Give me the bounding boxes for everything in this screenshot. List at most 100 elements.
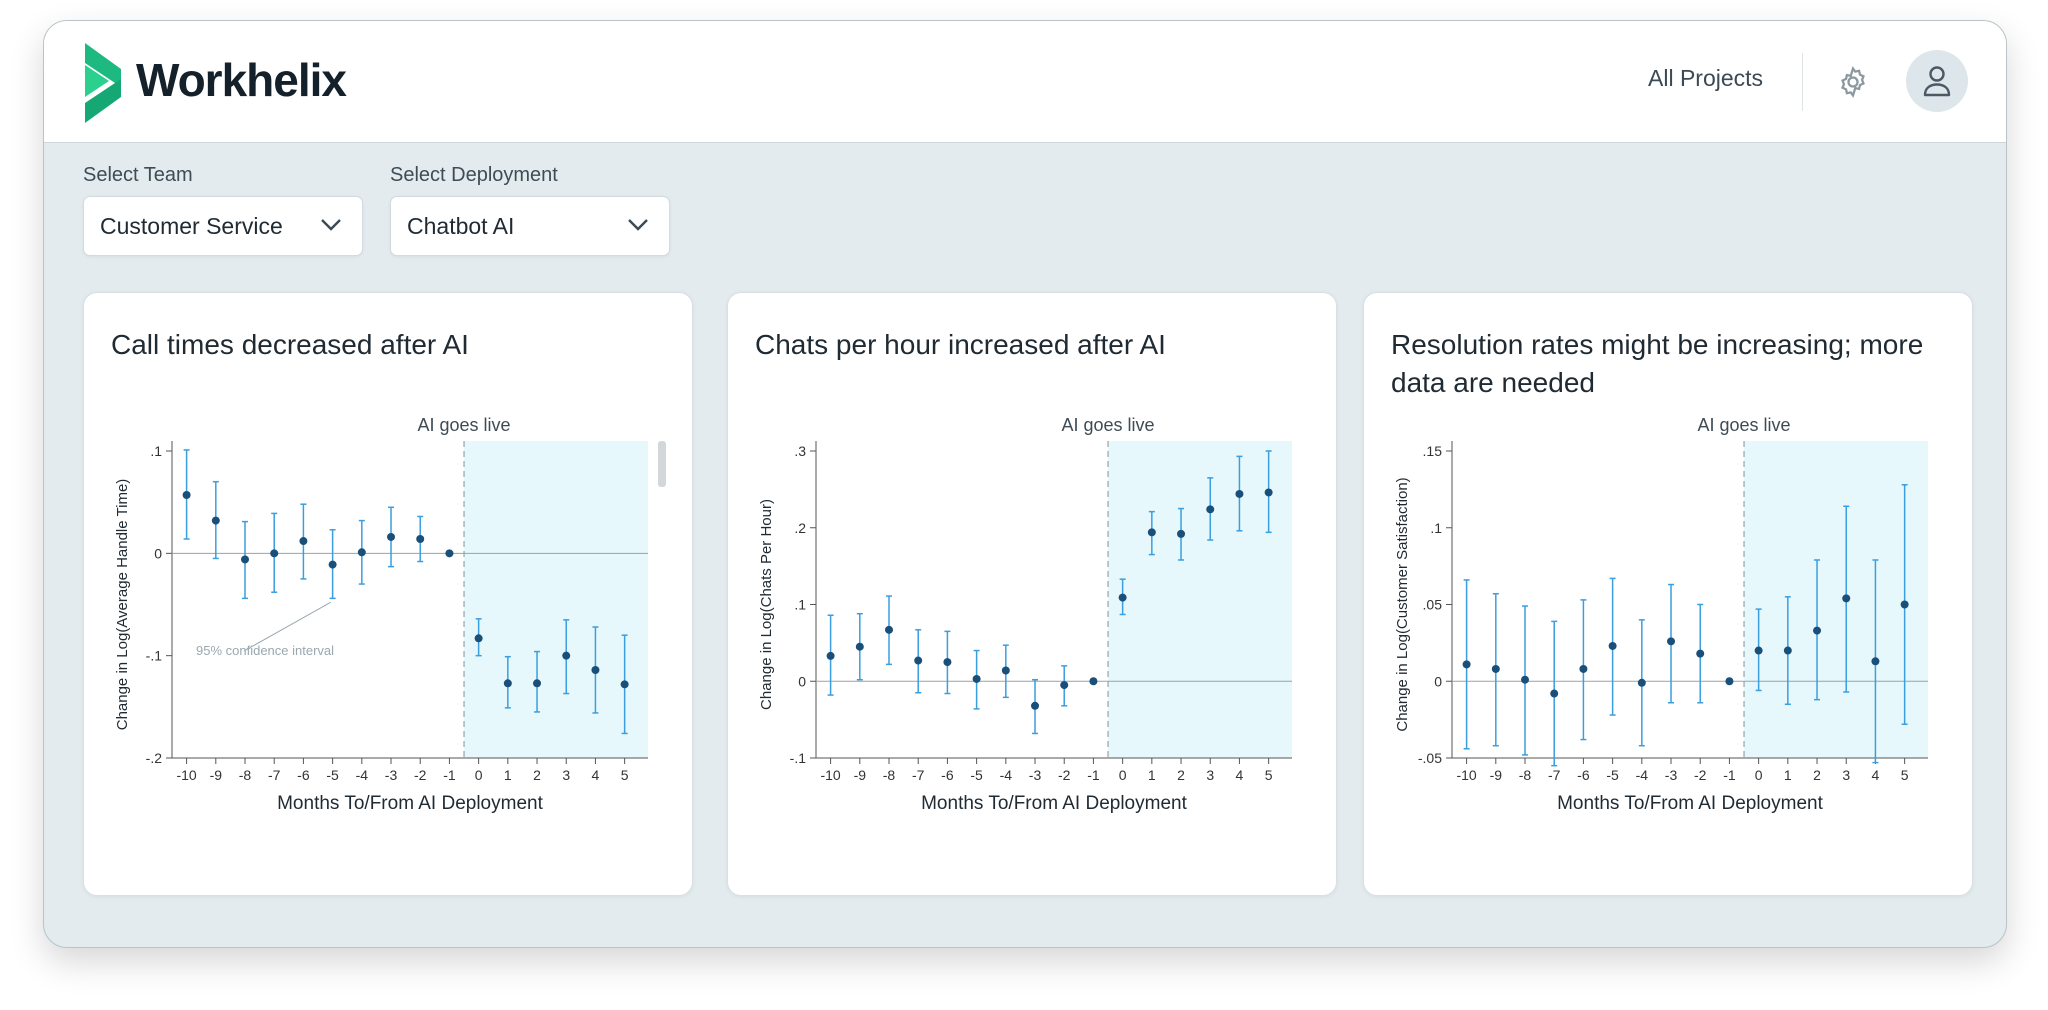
x-tick-label: 4: [592, 767, 600, 783]
data-point: [445, 549, 454, 558]
data-point: [1089, 677, 1098, 686]
post-deployment-shade: [464, 441, 648, 758]
data-point: [855, 642, 864, 651]
data-point: [416, 535, 425, 544]
x-axis-title: Months To/From AI Deployment: [277, 793, 543, 814]
x-tick-label: -7: [268, 767, 281, 783]
y-tick-label: 0: [798, 673, 806, 689]
all-projects-link[interactable]: All Projects: [1648, 65, 1764, 91]
x-tick-label: -8: [239, 767, 252, 783]
data-point: [1491, 664, 1500, 673]
x-tick-label: -1: [1087, 767, 1100, 783]
card-title: Resolution rates might be increasing; mo…: [1391, 329, 1924, 398]
chart-chats-per-hour: AI goes live.3.2.10-.1-10 -9 -8 -7 -6 -5 -4 -3-…: [758, 415, 1292, 814]
x-tick-label: 0: [475, 767, 483, 783]
data-point: [1637, 678, 1646, 687]
data-point: [972, 674, 981, 683]
data-point: [914, 656, 923, 665]
x-tick-label: -8: [1519, 767, 1532, 783]
data-point: [1521, 675, 1530, 684]
x-tick-label: 2: [1813, 767, 1821, 783]
x-tick-label: -2: [1058, 767, 1071, 783]
data-point: [1206, 505, 1215, 514]
data-point: [503, 679, 512, 688]
event-label: AI goes live: [1697, 415, 1790, 435]
data-point: [1462, 660, 1471, 669]
annotation-pointer: [243, 601, 331, 652]
deployment-select-label: Select Deployment: [390, 164, 558, 186]
data-point: [1900, 600, 1909, 609]
x-tick-label: -2: [1694, 767, 1707, 783]
y-tick-label: .05: [1423, 597, 1443, 613]
user-avatar-button[interactable]: [1906, 50, 1968, 112]
x-tick-label: 3: [562, 767, 570, 783]
data-point: [1871, 657, 1880, 666]
data-point: [1667, 637, 1676, 646]
data-point: [562, 651, 571, 660]
x-tick-label: -10: [176, 767, 196, 783]
y-tick-label: -.1: [790, 750, 807, 766]
x-tick-label: -3: [1029, 767, 1042, 783]
x-tick-label: -2: [414, 767, 427, 783]
x-tick-label: 1: [504, 767, 512, 783]
brand-name[interactable]: Workhelix: [136, 54, 347, 106]
team-select-label: Select Team: [83, 164, 193, 186]
x-tick-label: -5: [1606, 767, 1619, 783]
header: Workhelix All Projects: [44, 21, 2006, 143]
deployment-select[interactable]: Chatbot AI: [390, 196, 670, 256]
y-tick-label: .2: [794, 520, 806, 536]
x-tick-label: 2: [1177, 767, 1185, 783]
x-tick-label: -9: [210, 767, 223, 783]
data-point: [241, 555, 250, 564]
x-tick-label: 4: [1872, 767, 1880, 783]
card-title: Chats per hour increased after AI: [755, 329, 1166, 360]
workhelix-logo-icon: [85, 43, 121, 123]
data-point: [1147, 528, 1156, 537]
data-point: [211, 516, 220, 525]
data-point: [1001, 666, 1010, 675]
y-tick-label: -.1: [146, 648, 163, 664]
data-point: [1579, 664, 1588, 673]
x-tick-label: -5: [326, 767, 339, 783]
data-point: [1696, 649, 1705, 658]
data-point: [885, 625, 894, 634]
x-tick-label: 0: [1119, 767, 1127, 783]
x-tick-label: -7: [1548, 767, 1561, 783]
x-axis-title: Months To/From AI Deployment: [921, 793, 1187, 814]
x-tick-label: -3: [385, 767, 398, 783]
post-deployment-shade: [1744, 441, 1928, 758]
header-divider: [1802, 53, 1803, 111]
data-point: [1754, 646, 1763, 655]
gear-icon[interactable]: [1836, 65, 1870, 99]
chart-card-resolution-rates: Resolution rates might be increasing; mo…: [1363, 292, 1973, 896]
chart-resolution-rates: AI goes live.15.1.050-.05-10 -9 -8 -7 -6 -5 -4…: [1394, 415, 1928, 814]
x-tick-label: -4: [356, 767, 369, 783]
event-label: AI goes live: [1061, 415, 1154, 435]
data-point: [943, 658, 952, 667]
chart-call-times: AI goes live.10-.1-.2-10 -9 -8 -7 -6 -5 -4 -3 -2…: [114, 415, 666, 814]
x-tick-label: -8: [883, 767, 896, 783]
data-point: [826, 651, 835, 660]
data-point: [1608, 641, 1617, 650]
x-tick-label: -9: [854, 767, 867, 783]
x-tick-label: 5: [1265, 767, 1273, 783]
y-tick-label: -.05: [1418, 750, 1442, 766]
y-tick-label: .3: [794, 443, 806, 459]
data-point: [357, 548, 366, 557]
data-point: [1235, 489, 1244, 498]
x-tick-label: 1: [1784, 767, 1792, 783]
x-tick-label: -10: [1456, 767, 1476, 783]
team-select-value: Customer Service: [100, 213, 283, 239]
chevron-down-icon: [321, 219, 341, 231]
data-point: [1842, 594, 1851, 603]
y-tick-label: .1: [1430, 520, 1442, 536]
user-icon: [1923, 66, 1951, 97]
data-point: [1725, 677, 1734, 686]
team-select[interactable]: Customer Service: [83, 196, 363, 256]
chart-card-call-times: Call times decreased after AI AI goes li…: [83, 292, 693, 896]
data-point: [1813, 626, 1822, 635]
scrollbar-thumb[interactable]: [658, 441, 666, 487]
data-point: [270, 549, 279, 558]
data-point: [299, 537, 308, 546]
x-tick-label: -4: [1636, 767, 1649, 783]
